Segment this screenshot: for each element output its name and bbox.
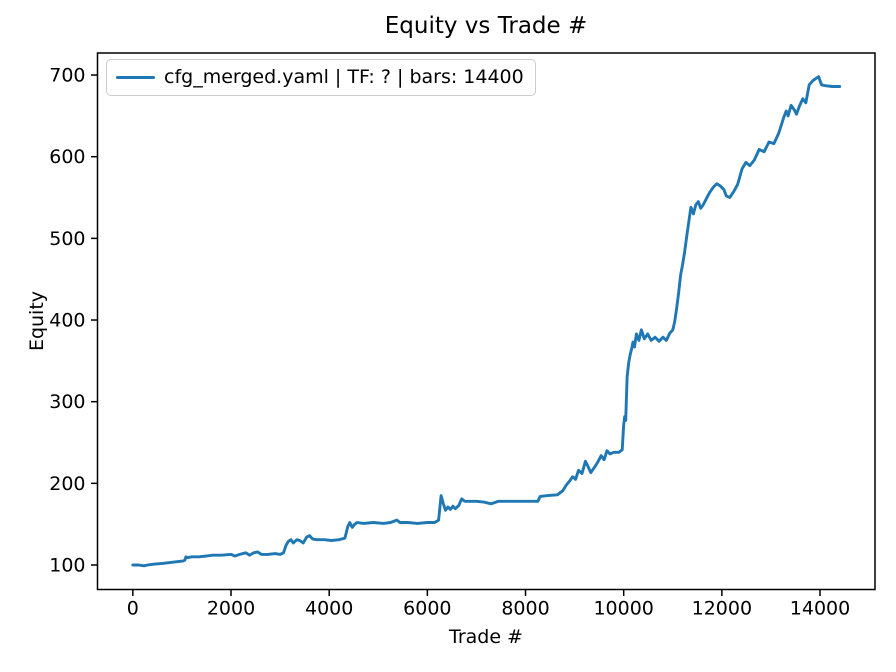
x-tick-label: 10000 — [593, 598, 653, 620]
y-tick-label: 200 — [49, 473, 85, 495]
x-tick-label: 4000 — [305, 598, 353, 620]
x-tick-label: 0 — [127, 598, 139, 620]
y-tick-label: 500 — [49, 228, 85, 250]
legend: cfg_merged.yaml | TF: ? | bars: 14400 — [106, 59, 536, 96]
x-tick-label: 8000 — [501, 598, 549, 620]
y-axis-label: Equity — [26, 290, 48, 352]
y-tick-label: 600 — [49, 146, 85, 168]
x-tick-label: 12000 — [692, 598, 752, 620]
x-tick-label: 6000 — [403, 598, 451, 620]
legend-line-icon — [116, 75, 155, 80]
equity-series-line — [131, 75, 842, 568]
x-tick-label: 2000 — [207, 598, 255, 620]
chart-title: Equity vs Trade # — [384, 13, 588, 39]
plot-frame — [96, 52, 876, 591]
x-tick-label: 14000 — [790, 598, 850, 620]
y-tick-label: 300 — [49, 391, 85, 413]
x-axis-label: Trade # — [449, 626, 523, 648]
y-tick-label: 400 — [49, 310, 85, 332]
legend-label: cfg_merged.yaml | TF: ? | bars: 14400 — [164, 66, 524, 88]
y-tick-label: 700 — [49, 65, 85, 87]
y-tick-label: 100 — [49, 555, 85, 577]
